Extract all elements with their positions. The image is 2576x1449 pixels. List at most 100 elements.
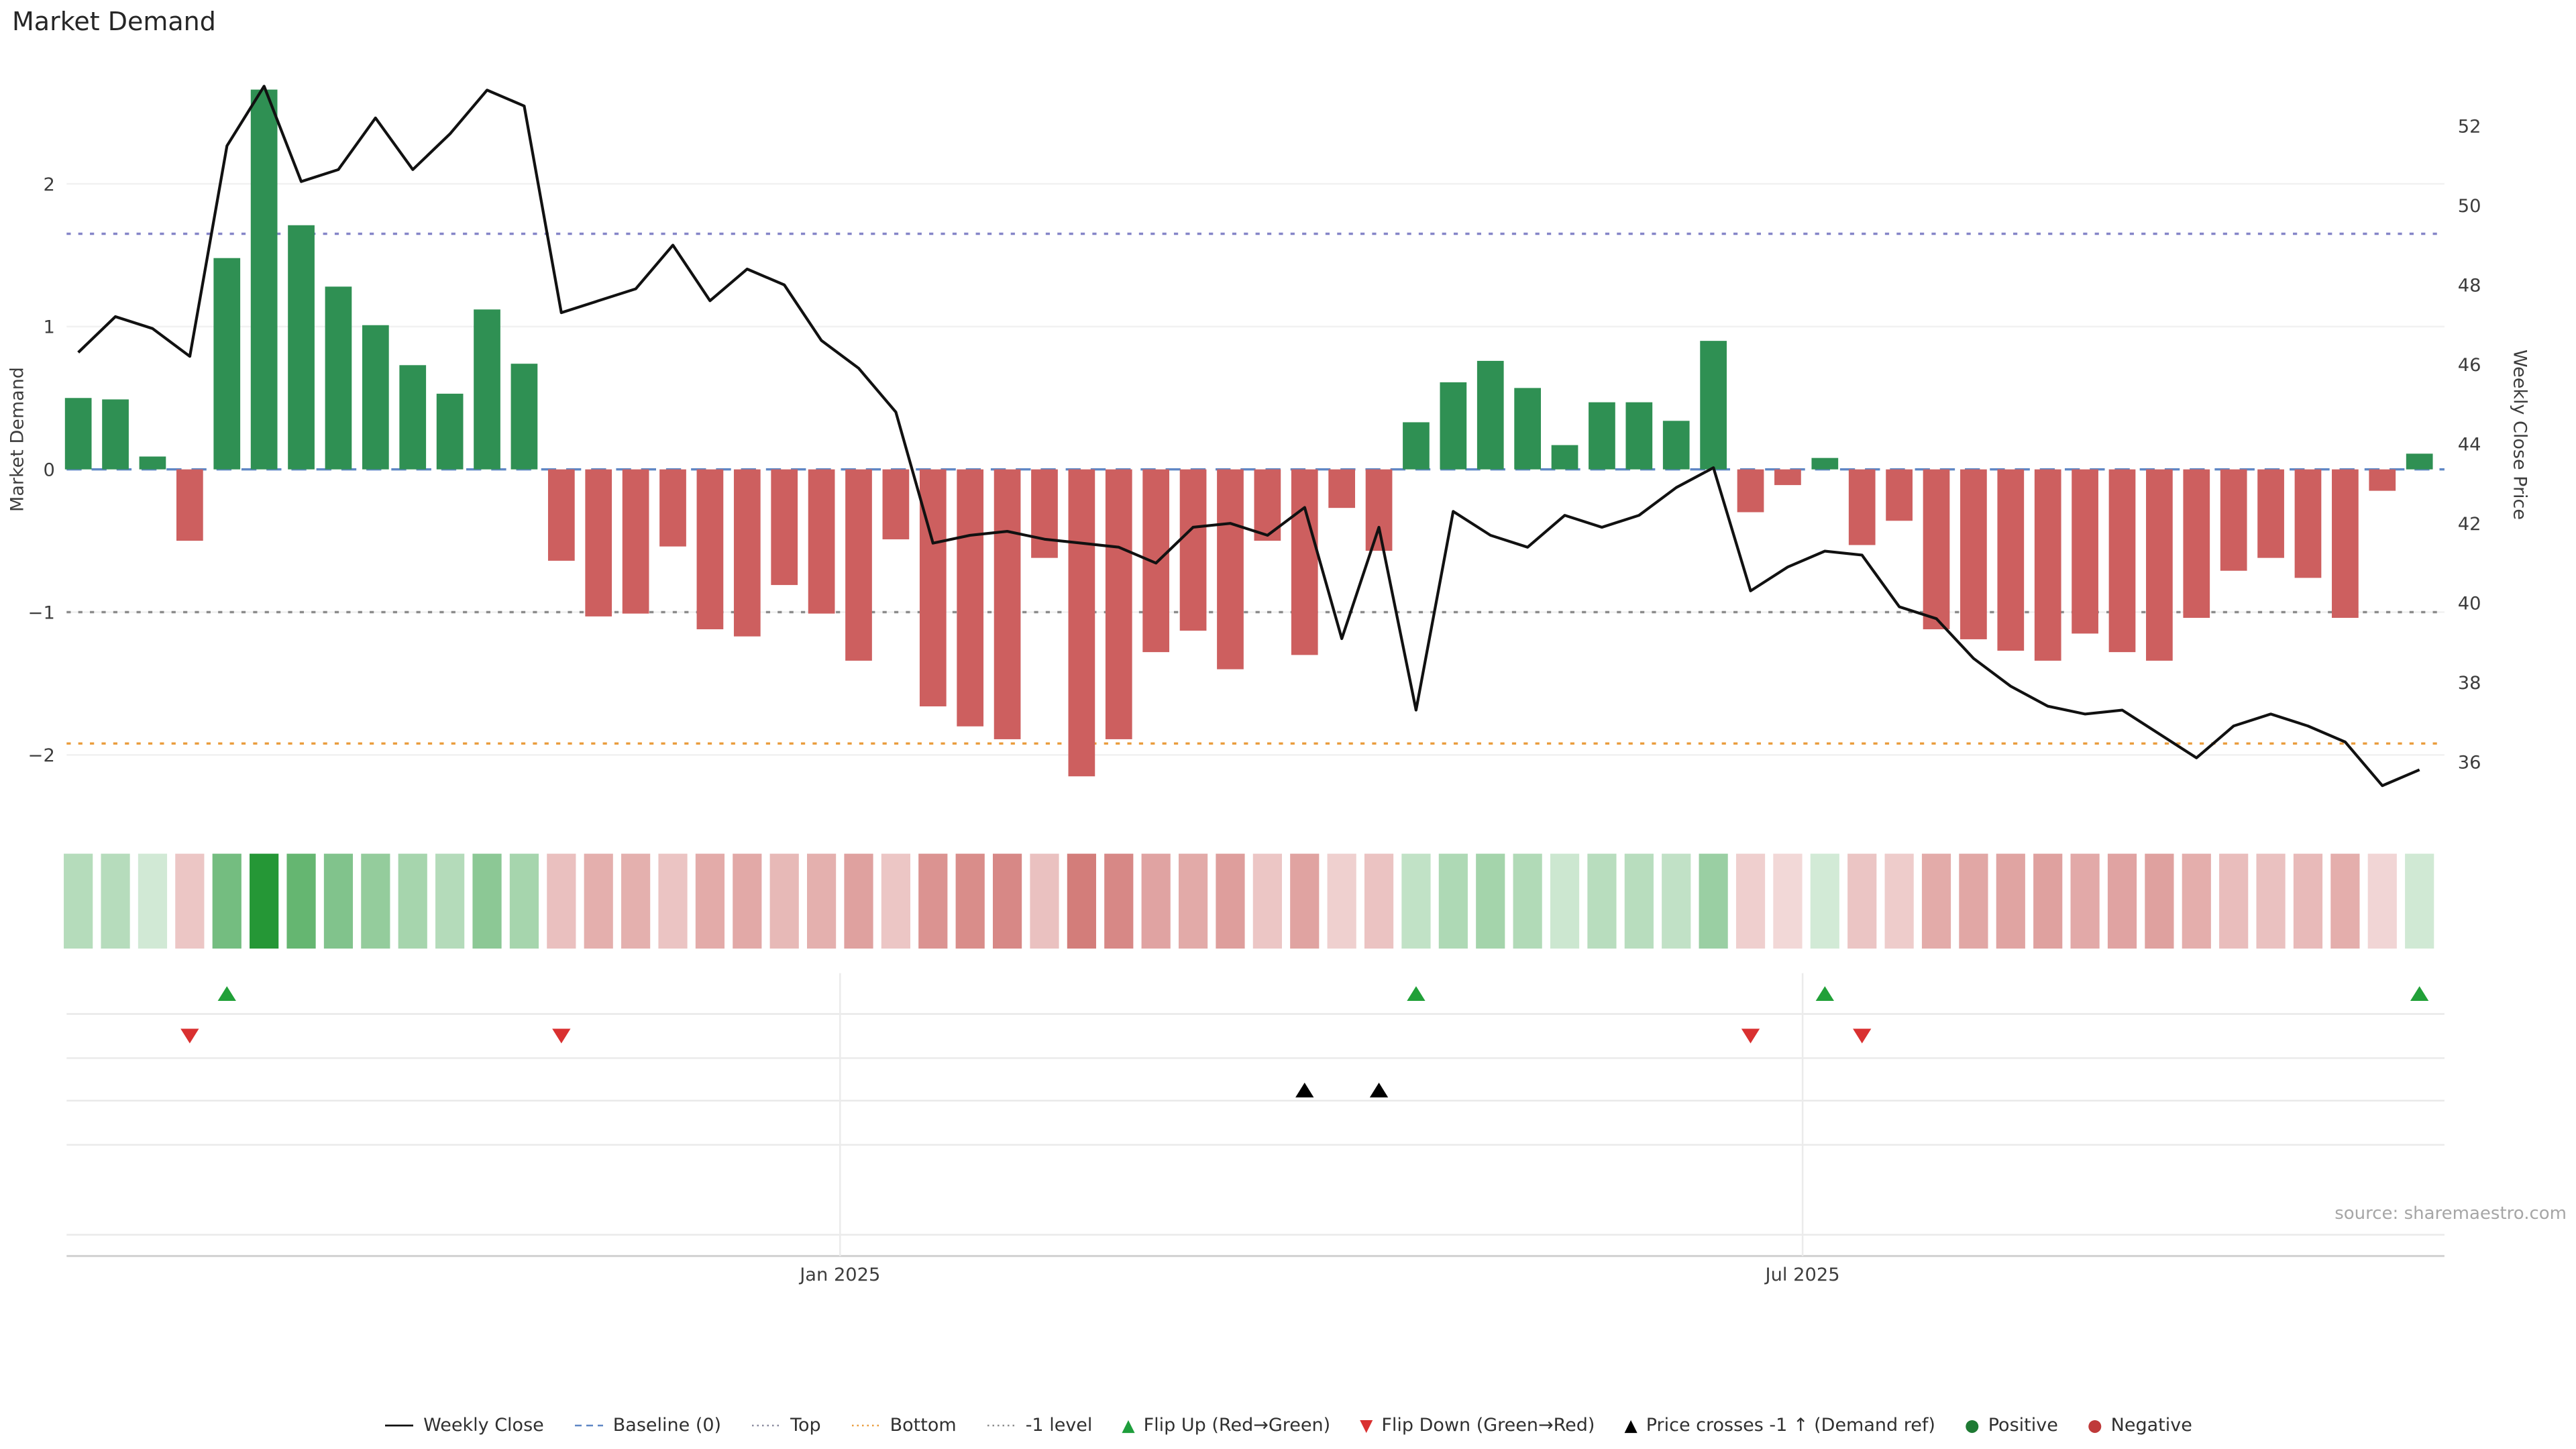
heat-cell [621, 853, 651, 949]
flip-up-marker [1815, 986, 1834, 1002]
demand-bar [1886, 469, 1913, 521]
demand-bar [1662, 421, 1690, 470]
weekly-close-line [77, 85, 2420, 788]
demand-bar [845, 469, 872, 661]
right-tick-label: 40 [2458, 594, 2481, 614]
heat-cell [881, 853, 910, 949]
heat-cell [2219, 853, 2249, 949]
demand-bar [2294, 469, 2322, 578]
heat-cell [64, 853, 93, 949]
x-tick-label: Jan 2025 [798, 1265, 880, 1285]
heat-cell [1699, 853, 1728, 949]
heat-cell [2293, 853, 2323, 949]
demand-bar [1960, 469, 1987, 639]
heat-cell [1810, 853, 1839, 949]
signal-markers [180, 986, 2429, 1097]
demand-bar [808, 469, 835, 614]
demand-bar [1365, 469, 1393, 551]
left-tick-label: −2 [28, 745, 55, 766]
heat-cell [1178, 853, 1208, 949]
demand-bar [2146, 469, 2173, 661]
right-tick-label: 38 [2458, 673, 2481, 694]
heat-cell [918, 853, 948, 949]
heat-cell [2070, 853, 2100, 949]
heat-cell [1996, 853, 2025, 949]
signal-rows [66, 973, 2445, 1257]
demand-bar [250, 89, 278, 470]
demand-bar [139, 456, 166, 470]
circle-icon: ● [1964, 1415, 1980, 1435]
heat-cell [101, 853, 130, 949]
heat-cell [1959, 853, 1988, 949]
demand-bar [213, 258, 241, 470]
heat-cell [1216, 853, 1245, 949]
heat-cell [1141, 853, 1171, 949]
right-axis-title: Weekly Close Price [2509, 349, 2530, 521]
heat-cell [658, 853, 688, 949]
demand-bar [64, 398, 92, 470]
demand-bar [1403, 422, 1430, 470]
flip-up-marker [2410, 986, 2429, 1002]
triangle-up-icon: ▲ [1122, 1415, 1135, 1435]
legend-item-baseline-0: Baseline (0) [574, 1415, 721, 1436]
legend-label: Flip Down (Green→Red) [1381, 1415, 1595, 1436]
heat-cell [1847, 853, 1877, 949]
heat-cell [323, 853, 354, 949]
chart-legend: Weekly Close Baseline (0) Top Bottom -1 leve… [0, 1415, 2576, 1436]
legend-label: Negative [2110, 1415, 2192, 1436]
heat-cell [1476, 853, 1505, 949]
price-cross-marker [1295, 1082, 1314, 1097]
legend-label: Top [790, 1415, 821, 1436]
left-axis-title: Market Demand [7, 367, 28, 512]
demand-bar [1179, 469, 1207, 631]
demand-bar [1068, 469, 1095, 777]
circle-icon: ● [2087, 1415, 2102, 1435]
demand-bar [1848, 469, 1876, 545]
demand-bar [1328, 469, 1356, 508]
dotted-line-swatch-icon [987, 1424, 1016, 1426]
demand-bar [511, 364, 538, 470]
flip-down-marker [180, 1028, 199, 1044]
demand-bar [1997, 469, 2025, 651]
dashed-line-swatch-icon [574, 1424, 603, 1426]
heat-cell [361, 853, 390, 949]
demand-bar [547, 469, 575, 561]
right-tick-label: 36 [2458, 753, 2481, 773]
flip-down-marker [1741, 1028, 1760, 1044]
heat-cell [398, 853, 427, 949]
demand-heat-strip [64, 853, 2434, 949]
legend-label: -1 level [1025, 1415, 1093, 1436]
heat-cell [844, 853, 873, 949]
heat-cell [955, 853, 985, 949]
demand-bar [2406, 453, 2433, 470]
heat-cell [250, 853, 279, 949]
heat-cell [1104, 853, 1134, 949]
legend-item-top: Top [751, 1415, 821, 1436]
legend-label: Baseline (0) [612, 1415, 722, 1436]
demand-bar [176, 469, 203, 541]
dotted-line-swatch-icon [851, 1424, 880, 1426]
demand-bar [474, 309, 500, 470]
demand-bar [2072, 469, 2098, 634]
heat-cell [2182, 853, 2211, 949]
demand-bar [733, 469, 761, 637]
right-tick-label: 44 [2458, 435, 2481, 455]
left-tick-label: 2 [44, 174, 55, 195]
heat-cell [1067, 853, 1096, 949]
heat-cell [547, 853, 576, 949]
left-tick-label: 1 [44, 317, 55, 338]
demand-bar [102, 399, 129, 470]
demand-bars [64, 89, 2433, 777]
demand-bar [1774, 469, 1801, 486]
demand-bar [919, 469, 947, 706]
demand-bar [1811, 458, 1839, 470]
heat-cell [2405, 853, 2434, 949]
demand-bar [1217, 469, 1244, 669]
heat-cell [807, 853, 837, 949]
demand-bar [2034, 469, 2061, 661]
heat-cell [2145, 853, 2174, 949]
heat-cell [2033, 853, 2063, 949]
legend-label: Bottom [890, 1415, 957, 1436]
right-tick-label: 52 [2458, 117, 2481, 138]
line-swatch-icon [385, 1424, 414, 1426]
